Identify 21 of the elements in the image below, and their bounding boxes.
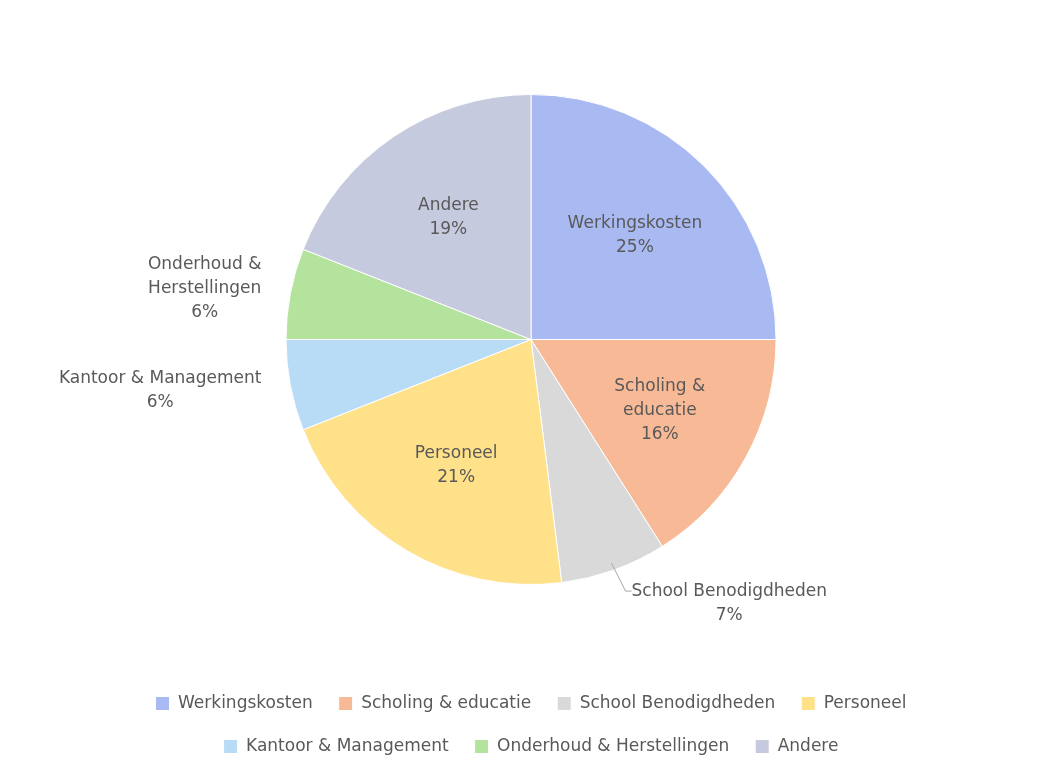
legend-label: Andere — [777, 734, 839, 755]
slice-label: Onderhoud & Herstellingen — [147, 252, 262, 297]
slice-label: Kantoor & Management — [58, 367, 262, 388]
legend-label: Scholing & educatie — [361, 691, 532, 712]
legend-label: Personeel — [823, 691, 907, 712]
data-label: 21% — [437, 466, 476, 487]
data-label: 7% — [715, 603, 743, 624]
data-label: 6% — [191, 300, 219, 321]
legend-label: School Benodigdheden — [579, 691, 776, 712]
legend-label: Werkingskosten — [178, 691, 313, 712]
slice-label: Werkingskosten — [567, 211, 703, 232]
slice-label: Scholing & educatie — [614, 374, 706, 419]
data-label: 25% — [616, 235, 654, 256]
slice-label: School Benodigdheden — [631, 579, 827, 600]
slice-label: Andere — [418, 194, 479, 215]
data-label: 6% — [146, 391, 174, 412]
legend-label: Onderhoud & Herstellingen — [497, 734, 730, 755]
data-label: 19% — [429, 218, 468, 239]
slice-label: Personeel — [414, 442, 498, 463]
legend-label: Kantoor & Management — [246, 734, 449, 755]
data-label: 16% — [640, 422, 679, 443]
